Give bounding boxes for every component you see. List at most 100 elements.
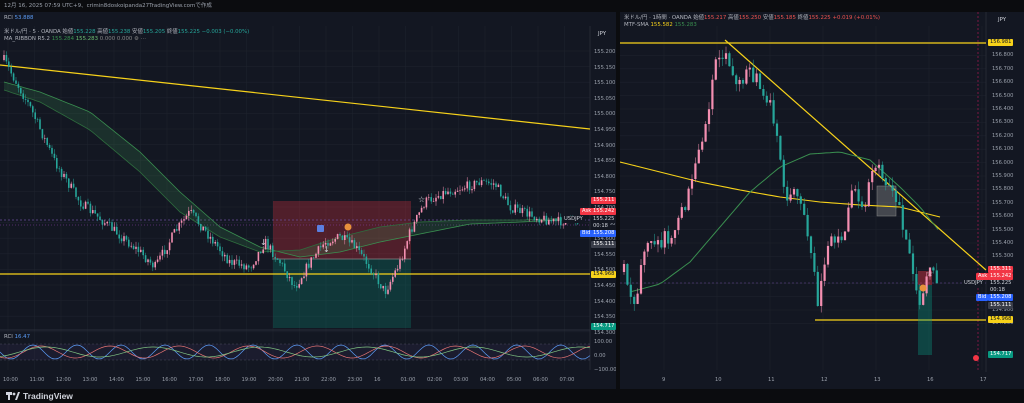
candle-body [735, 75, 738, 85]
candle-body [360, 250, 363, 254]
candle-body [111, 222, 113, 231]
candle-body [72, 183, 75, 188]
candle-body [701, 141, 704, 150]
time-tick: 11:00 [29, 377, 45, 383]
symbol-title-right[interactable]: 米ドル/円 · 1時間 · OANDA [624, 15, 692, 21]
price-tick: 156.700 [992, 65, 1014, 72]
close-value: 155.225 [177, 29, 200, 35]
candle-body [646, 242, 649, 252]
price-tick[interactable]: 155.150 [594, 64, 616, 71]
candle-body [207, 230, 209, 239]
high-label: 高値 [97, 29, 109, 35]
symbol-legend-right[interactable]: 米ドル/円 · 1時間 · OANDA 始値155.217 高値155.250 … [624, 15, 880, 22]
price-tick[interactable]: 154.300 [594, 329, 616, 336]
time-tick: 17 [980, 377, 987, 383]
candle-body [212, 236, 214, 244]
rci-band [0, 344, 590, 360]
candle-body [164, 249, 166, 255]
time-tick: 23:00 [347, 377, 363, 383]
tradingview-logo[interactable]: TradingView [6, 391, 73, 401]
panel-divider[interactable] [616, 12, 620, 389]
chart-panel-1h[interactable]: ☆ 米ドル/円 · 1時間 · OANDA 始値155.217 高値155.25… [620, 12, 1024, 389]
candle-body [724, 53, 728, 59]
price-tick[interactable]: 155.000 [594, 111, 616, 118]
candle-body [413, 221, 416, 232]
candle-body [272, 245, 274, 257]
price-tick[interactable]: 154.800 [594, 173, 616, 180]
price-tick[interactable]: 155.100 [594, 80, 616, 87]
current-price: 155.225 [988, 280, 1014, 287]
arrow-down-icon: ↓ [323, 245, 330, 254]
low-label: 安値 [762, 15, 774, 21]
candle-body [925, 276, 928, 294]
support-price: 154.968 [591, 271, 617, 278]
low-value: 155.185 [773, 15, 796, 21]
candle-body [928, 267, 932, 277]
indicator-legend-right[interactable]: MTF-SMA 155.582 155.283 [624, 22, 697, 29]
indicator-name[interactable]: MA_RIBBON R5.2 [4, 36, 50, 42]
price-tick[interactable]: 154.850 [594, 158, 616, 165]
candle-body [881, 164, 884, 179]
symbol-label: USDJPY [962, 280, 985, 287]
candle-body [17, 83, 20, 88]
candle-body [404, 248, 406, 260]
candle-body [267, 238, 269, 250]
candle-body [843, 231, 847, 241]
close-label: 終値 [166, 29, 178, 35]
settings-icon[interactable]: ⚙ [134, 36, 139, 42]
candle-body [298, 284, 300, 288]
price-tick[interactable]: 154.600 [594, 236, 616, 243]
price-tick[interactable]: 155.050 [594, 95, 616, 102]
symbol-legend-left[interactable]: 米ドル/円 · 5 · OANDA 始値155.228 高値155.238 安値… [4, 29, 249, 36]
price-tick[interactable]: 154.900 [594, 142, 616, 149]
more-icon[interactable]: ⋯ [140, 36, 146, 42]
candle-body [656, 240, 660, 245]
sma-yellow [620, 161, 941, 218]
candle-body [46, 138, 48, 145]
candle-body [545, 215, 548, 225]
chart-1h-canvas[interactable]: ☆ [620, 12, 1024, 389]
price-tick[interactable]: 154.550 [594, 251, 616, 258]
candle-body [473, 180, 476, 190]
candle-body [197, 216, 200, 224]
price-tick[interactable]: 155.200 [594, 49, 616, 55]
price-tick: 154.900 [992, 307, 1014, 313]
candle-body [188, 210, 190, 216]
candle-body [888, 185, 891, 186]
time-tick: 10 [715, 377, 722, 383]
bid-label: Bid [976, 294, 989, 301]
chart-5min-canvas[interactable]: ↓ ↓ ☆ [0, 12, 616, 389]
chart-panel-5min[interactable]: ↓ ↓ ☆ RCI 53.888 米ドル/円 · 5 · OANDA 始値155.2… [0, 12, 617, 389]
low-value: 155.205 [142, 29, 166, 35]
indicator-legend-left[interactable]: MA_RIBBON R5.2 155.284 155.283 0.000 0.0… [4, 36, 146, 43]
candle-body [108, 221, 111, 223]
rci-label: RCI [4, 334, 13, 340]
candle-body [27, 99, 29, 103]
candle-body [252, 264, 255, 269]
time-tick: 15:00 [135, 377, 151, 383]
price-tick[interactable]: 154.400 [594, 298, 616, 305]
time-tick: 21:00 [294, 377, 310, 383]
price-tick[interactable]: 154.500 [594, 267, 615, 273]
candle-body [305, 263, 308, 277]
candle-body [128, 239, 130, 247]
candle-body [519, 207, 521, 214]
symbol-title-left[interactable]: 米ドル/円 · 5 · OANDA [4, 29, 61, 35]
candle-body [485, 180, 488, 182]
candle-body [562, 224, 564, 226]
candle-body [233, 260, 236, 265]
candle-body [92, 210, 94, 214]
time-tick: 14:00 [109, 377, 124, 383]
candle-body [135, 246, 137, 249]
price-tick[interactable]: 154.450 [594, 283, 616, 289]
price-tick[interactable]: 154.950 [594, 127, 616, 133]
candle-body [140, 249, 142, 252]
candle-body [711, 79, 714, 110]
target-price: 154.717 [591, 323, 617, 330]
candle-body [279, 259, 281, 264]
price-tick[interactable]: 154.350 [594, 314, 616, 321]
candle-body [168, 242, 171, 251]
price-tick[interactable]: 154.750 [594, 189, 616, 196]
candle-body [372, 273, 375, 276]
indicator-name[interactable]: MTF-SMA [624, 22, 649, 28]
